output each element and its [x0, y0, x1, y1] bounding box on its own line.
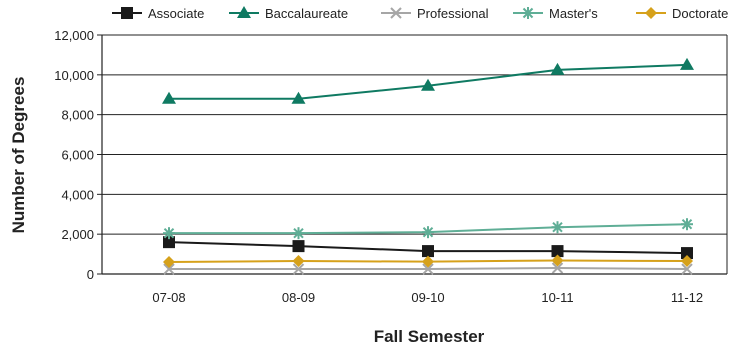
x-axis-title: Fall Semester	[374, 327, 485, 346]
data-point-baccalaureate	[162, 91, 176, 104]
y-tick-label: 4,000	[61, 187, 94, 202]
legend-label-baccalaureate: Baccalaureate	[265, 6, 348, 21]
data-point-baccalaureate	[550, 62, 565, 75]
legend-marker-professional	[390, 7, 402, 19]
legend: Associate Baccalaureate Professional Master…	[112, 6, 728, 21]
legend-item-doctorate: Doctorate	[636, 6, 728, 21]
data-point-master-s	[551, 221, 564, 234]
y-tick-label: 8,000	[61, 108, 94, 123]
x-tick-label: 08-09	[282, 290, 315, 305]
y-axis-title: Number of Degrees	[9, 77, 28, 234]
y-tick-label: 0	[87, 267, 94, 282]
x-tick-labels: 07-08 08-09 09-10 10-11 11-12	[152, 290, 703, 305]
x-tick-label: 11-12	[671, 290, 703, 305]
data-point-professional	[422, 263, 434, 275]
legend-label-professional: Professional	[417, 6, 489, 21]
legend-marker-baccalaureate	[237, 6, 251, 18]
data-point-baccalaureate	[680, 57, 694, 70]
data-point-baccalaureate	[291, 91, 306, 104]
data-point-doctorate	[551, 254, 564, 267]
data-point-professional	[292, 263, 305, 275]
gridlines	[97, 34, 727, 275]
legend-label-doctorate: Doctorate	[672, 6, 728, 21]
y-tick-label: 2,000	[61, 227, 94, 242]
y-tick-label: 6,000	[61, 148, 94, 163]
data-point-associate	[292, 240, 305, 253]
data-point-baccalaureate	[421, 78, 435, 91]
data-point-professional	[163, 263, 175, 275]
legend-item-baccalaureate: Baccalaureate	[229, 6, 348, 21]
data-point-associate	[422, 245, 434, 258]
x-tick-label: 09-10	[411, 290, 444, 305]
x-tick-label: 07-08	[152, 290, 185, 305]
data-point-master-s	[681, 218, 693, 231]
data-point-master-s	[163, 227, 175, 240]
y-tick-label: 12,000	[54, 28, 94, 43]
data-point-professional	[551, 262, 564, 274]
data-point-professional	[681, 263, 693, 275]
legend-item-associate: Associate	[112, 6, 204, 21]
axes	[101, 35, 728, 275]
legend-marker-doctorate	[645, 7, 657, 19]
data-point-associate	[681, 247, 693, 260]
data-point-master-s	[292, 227, 305, 240]
data-point-doctorate	[163, 256, 175, 269]
data-point-doctorate	[681, 255, 693, 268]
series-lines	[162, 57, 694, 275]
legend-item-professional: Professional	[381, 6, 489, 21]
y-tick-label: 10,000	[54, 68, 94, 83]
data-point-doctorate	[292, 255, 305, 268]
legend-marker-master-s	[522, 7, 534, 19]
legend-label-associate: Associate	[148, 6, 204, 21]
legend-label-master-s: Master's	[549, 6, 598, 21]
data-point-master-s	[422, 226, 434, 239]
y-tick-labels: 0 2,000 4,000 6,000 8,000 10,000 12,000	[54, 28, 94, 282]
data-point-doctorate	[422, 255, 434, 268]
legend-item-master-s: Master's	[513, 6, 598, 21]
data-point-associate	[551, 245, 564, 258]
legend-marker-associate	[121, 7, 133, 19]
data-point-associate	[163, 236, 175, 249]
x-tick-label: 10-11	[541, 290, 573, 305]
